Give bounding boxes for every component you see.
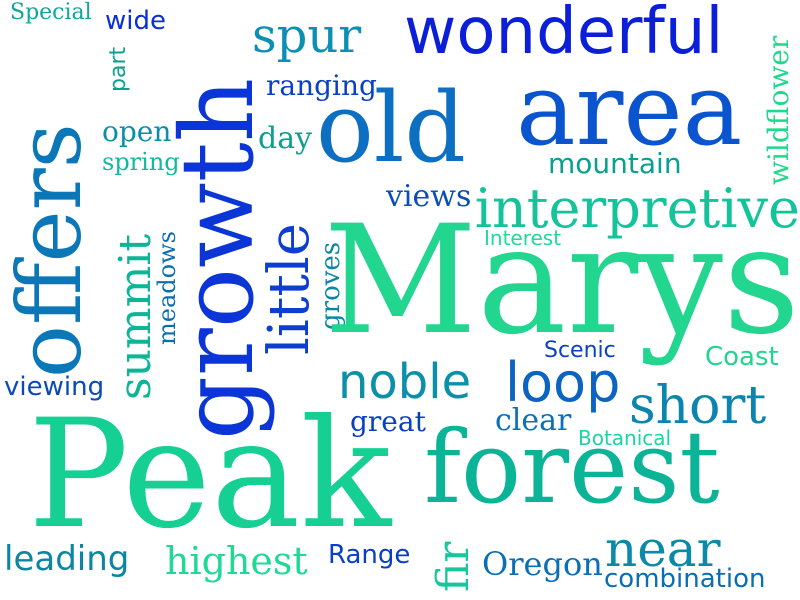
- word-coast: Coast: [705, 342, 779, 372]
- word-open: open: [102, 115, 172, 148]
- word-near: near: [605, 520, 721, 578]
- word-old: old: [316, 72, 466, 184]
- word-fir: fir: [428, 541, 479, 592]
- word-scenic: Scenic: [544, 338, 616, 363]
- word-wonderful: wonderful: [404, 0, 724, 69]
- word-leading: leading: [4, 539, 130, 579]
- word-views: views: [386, 179, 472, 214]
- word-noble: noble: [338, 354, 472, 410]
- word-growth: growth: [159, 77, 276, 440]
- word-short: short: [629, 376, 767, 436]
- word-wildflower: wildflower: [762, 35, 795, 185]
- word-wide: wide: [105, 6, 166, 36]
- word-day: day: [258, 121, 313, 156]
- word-peak: Peak: [28, 388, 392, 562]
- word-clear: clear: [495, 403, 572, 438]
- word-area: area: [516, 51, 743, 168]
- word-spur: spur: [252, 8, 362, 64]
- word-spring: spring: [102, 148, 180, 176]
- word-forest: forest: [424, 409, 720, 526]
- word-little: little: [257, 223, 322, 355]
- word-loop: loop: [505, 351, 621, 414]
- word-botanical: Botanical: [578, 426, 672, 450]
- word-range: Range: [328, 540, 411, 570]
- word-interpretive: interpretive: [474, 177, 800, 240]
- word-highest: highest: [165, 539, 308, 583]
- word-ranging: ranging: [266, 69, 377, 102]
- word-interest: Interest: [484, 226, 562, 250]
- word-marys: Marys: [323, 194, 800, 368]
- word-summit: summit: [110, 233, 161, 400]
- word-offers: offers: [0, 123, 101, 378]
- word-combination: combination: [604, 564, 766, 594]
- word-great: great: [350, 405, 426, 438]
- word-part: part: [106, 46, 131, 92]
- word-special: Special: [10, 0, 92, 25]
- word-oregon: Oregon: [482, 545, 603, 583]
- word-mountain: mountain: [548, 147, 682, 180]
- word-viewing: viewing: [4, 372, 105, 402]
- word-meadows: meadows: [153, 231, 181, 345]
